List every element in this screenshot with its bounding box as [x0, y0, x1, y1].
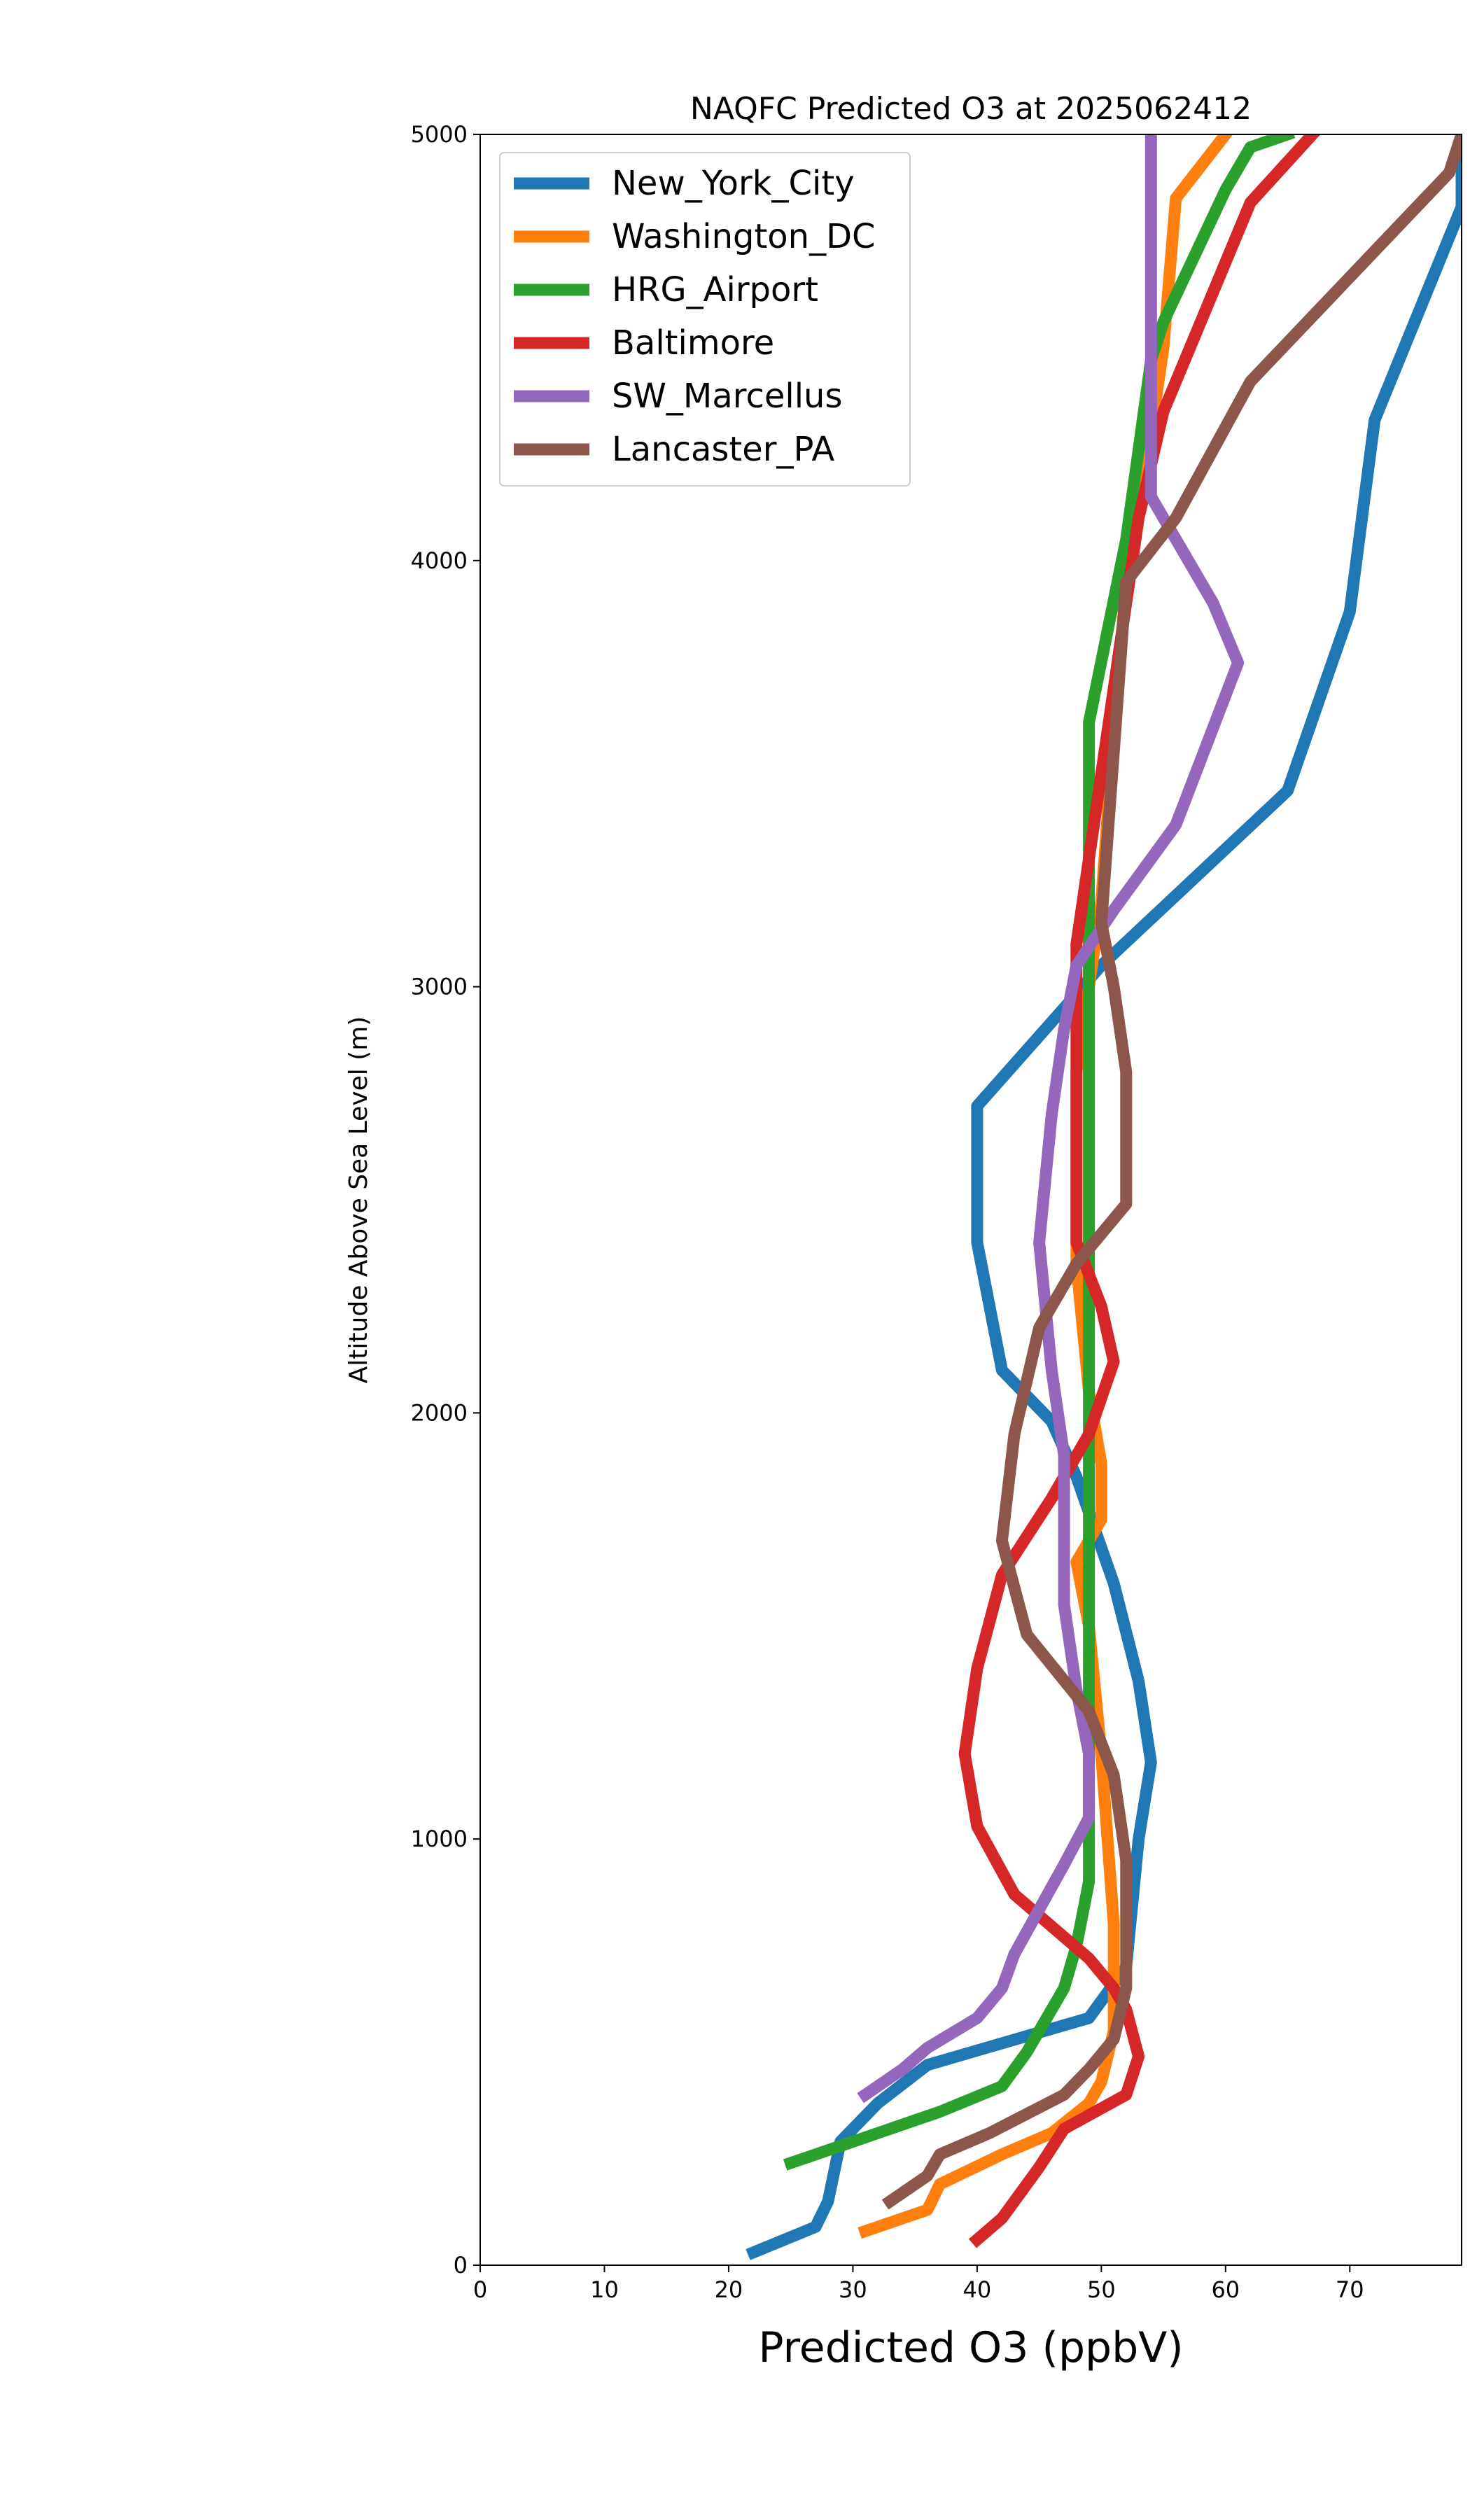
plot-area [480, 134, 1462, 2265]
y-tick-label: 4000 [411, 547, 468, 574]
legend-label: Washington_DC [612, 217, 876, 256]
plot-background [480, 134, 1462, 2265]
chart-title: NAQFC Predicted O3 at 2025062412 [690, 91, 1252, 127]
legend-label: New_York_City [612, 164, 855, 203]
legend-entries: New_York_City Washington_DC HRG_Airport Bal… [514, 164, 876, 469]
legend: New_York_City Washington_DC HRG_Airport Bal… [499, 152, 911, 486]
legend-label: SW_Marcellus [612, 377, 842, 416]
y-tick-label: 2000 [411, 1399, 468, 1426]
x-axis-ticks: 0 10 20 30 40 50 60 70 [473, 2265, 1364, 2303]
legend-box [499, 152, 911, 486]
y-axis-ticks: 0 1000 2000 3000 4000 5000 [411, 121, 480, 2278]
x-axis-label: Predicted O3 (ppbV) [758, 2323, 1183, 2372]
y-tick-label: 0 [454, 2252, 468, 2278]
x-tick-label: 0 [473, 2276, 487, 2303]
plot-frame [479, 134, 1462, 2266]
legend-label: Lancaster_PA [612, 430, 834, 469]
x-tick-label: 50 [1087, 2276, 1116, 2303]
legend-label: HRG_Airport [612, 270, 818, 309]
series-layer [746, 134, 1462, 2260]
y-tick-label: 1000 [411, 1826, 468, 1852]
y-tick-label: 5000 [411, 121, 468, 148]
y-axis-label: Altitude Above Sea Level (m) [344, 1016, 373, 1384]
series-line-lancaster-pa [881, 134, 1462, 2210]
x-tick-label: 30 [839, 2276, 867, 2303]
series-line-sw-marcellus [857, 134, 1245, 2104]
x-tick-label: 70 [1336, 2276, 1364, 2303]
y-tick-label: 3000 [411, 974, 468, 1000]
x-tick-label: 10 [590, 2276, 619, 2303]
legend-label: Baltimore [612, 323, 774, 363]
x-tick-label: 40 [963, 2276, 992, 2303]
x-tick-label: 20 [715, 2276, 743, 2303]
x-tick-label: 60 [1211, 2276, 1240, 2303]
